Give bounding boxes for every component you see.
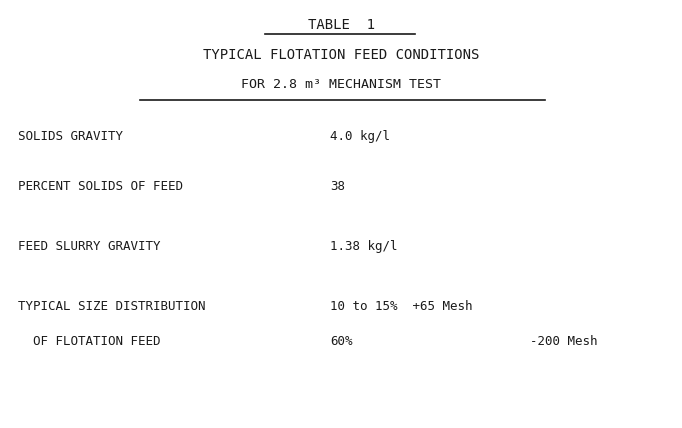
Text: 1.38 kg/l: 1.38 kg/l [330, 240, 398, 253]
Text: TABLE  1: TABLE 1 [308, 18, 374, 32]
Text: TYPICAL FLOTATION FEED CONDITIONS: TYPICAL FLOTATION FEED CONDITIONS [203, 48, 479, 62]
Text: FEED SLURRY GRAVITY: FEED SLURRY GRAVITY [18, 240, 160, 253]
Text: OF FLOTATION FEED: OF FLOTATION FEED [18, 335, 160, 348]
Text: 4.0 kg/l: 4.0 kg/l [330, 130, 390, 143]
Text: FOR 2.8 m³ MECHANISM TEST: FOR 2.8 m³ MECHANISM TEST [241, 78, 441, 91]
Text: SOLIDS GRAVITY: SOLIDS GRAVITY [18, 130, 123, 143]
Text: -200 Mesh: -200 Mesh [530, 335, 597, 348]
Text: 60%: 60% [330, 335, 353, 348]
Text: 10 to 15%  +65 Mesh: 10 to 15% +65 Mesh [330, 300, 473, 313]
Text: PERCENT SOLIDS OF FEED: PERCENT SOLIDS OF FEED [18, 180, 183, 193]
Text: TYPICAL SIZE DISTRIBUTION: TYPICAL SIZE DISTRIBUTION [18, 300, 205, 313]
Text: 38: 38 [330, 180, 345, 193]
